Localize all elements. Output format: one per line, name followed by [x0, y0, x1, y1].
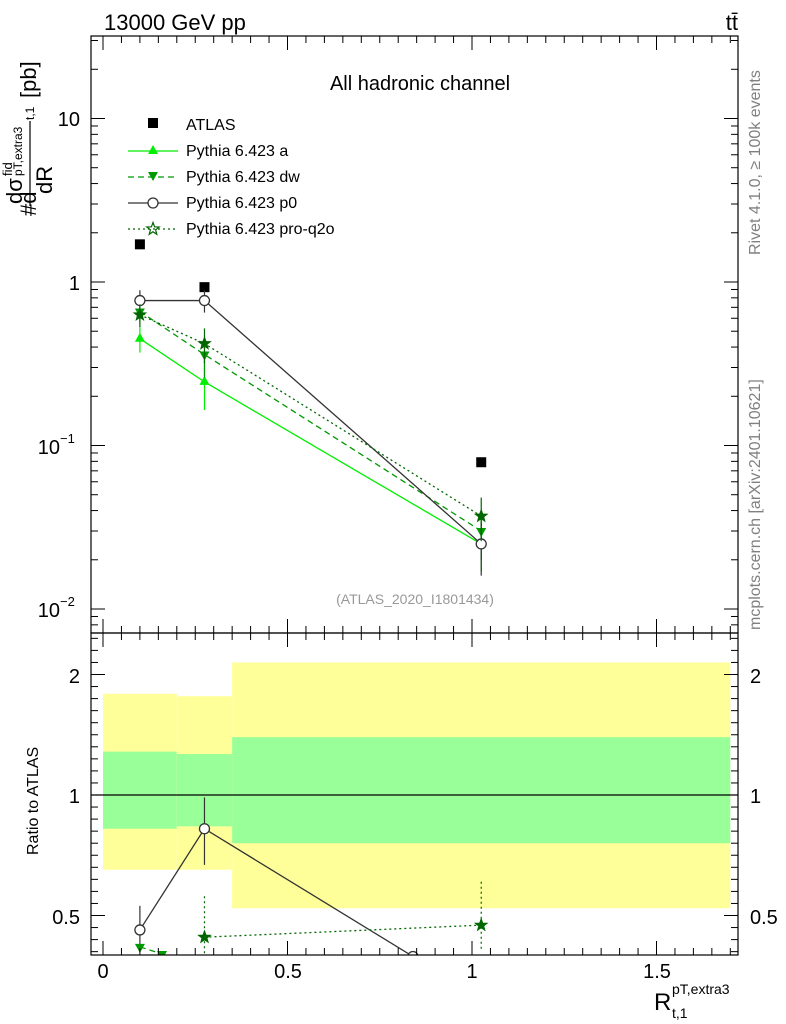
point-pythia-6-423-p0: [134, 294, 146, 307]
svg-text:Pythia 6.423 pro-q2o: Pythia 6.423 pro-q2o: [186, 221, 335, 238]
main-panel: All hadronic channel (ATLAS_2020_I180143…: [0, 35, 739, 634]
analysis-label: (ATLAS_2020_I1801434): [336, 591, 494, 607]
y-tick-label-10: 10: [58, 109, 80, 131]
point-atlas: [199, 282, 210, 293]
ratio-point-pythia-6-423-dw: [157, 951, 168, 955]
ratio-point-pythia-6-423-p0: [407, 950, 419, 955]
svg-text:Pythia 6.423 p0: Pythia 6.423 p0: [186, 195, 297, 212]
svg-text:R: R: [654, 989, 671, 1016]
series-line-pythia-6-423-dw: [139, 310, 482, 532]
point-atlas: [476, 457, 487, 468]
series-pythia-6-423-pro-q2o: [132, 304, 489, 542]
svg-text:t,1: t,1: [672, 1005, 688, 1021]
rivet-version-label: Rivet 4.1.0, ≥ 100k events: [747, 70, 764, 255]
ratio-plot-frame: [90, 632, 739, 956]
point-pythia-6-423-a: [199, 375, 210, 385]
svg-text:−1: −1: [60, 431, 75, 446]
ratio-line-pythia-6-423-dw: [139, 946, 163, 955]
series-atlas: [134, 239, 487, 468]
header-energy-label: 13000 GeV pp: [104, 10, 246, 35]
svg-text:Pythia 6.423 a: Pythia 6.423 a: [186, 143, 288, 160]
ratio-point-pythia-6-423-pro-q2o: [197, 929, 212, 944]
ratio-point-pythia-6-423-p0: [134, 924, 146, 936]
x-tick-label-0.5: 0.5: [274, 961, 302, 983]
legend: ATLAS Pythia 6.423 a Pythia 6.423 dw Pyt…: [128, 117, 335, 238]
ratio-series-pythia-6-423-p0: [134, 797, 419, 955]
point-pythia-6-423-pro-q2o: [197, 335, 212, 350]
ratio-series-layer: [134, 797, 489, 955]
point-pythia-6-423-p0: [198, 294, 211, 307]
svg-text:pT,extra3: pT,extra3: [672, 981, 730, 997]
y-tick-label-0.01: 10 −2: [38, 594, 75, 622]
legend-entry-pythia-p0: Pythia 6.423 p0: [128, 195, 297, 212]
point-pythia-6-423-a: [134, 332, 145, 342]
svg-text:t,1: t,1: [23, 106, 37, 120]
header-process-label: tt̄: [726, 10, 738, 35]
svg-text:fid: fid: [0, 162, 15, 176]
x-tick-label-1: 1: [466, 961, 477, 983]
ratio-y-tick-label-right-1: 1: [750, 786, 761, 808]
x-axis-label: R pT,extra3 t,1: [654, 981, 730, 1021]
ratio-y-tick-label-2: 2: [69, 666, 80, 688]
svg-text:[pb]: [pb]: [16, 61, 41, 98]
series-line-pythia-6-423-a: [139, 338, 482, 545]
svg-text:pT,extra3: pT,extra3: [11, 126, 25, 176]
ratio-y-axis-label: Ratio to ATLAS: [25, 747, 42, 855]
legend-entry-pythia-a: Pythia 6.423 a: [128, 143, 288, 160]
svg-text:dσ: dσ: [2, 178, 27, 204]
svg-text:ATLAS: ATLAS: [186, 117, 236, 134]
ratio-point-pythia-6-423-p0: [198, 823, 211, 835]
ratio-uncertainty-bands: [103, 662, 731, 909]
ratio-y-tick-label-1: 1: [69, 786, 80, 808]
main-axis-ticks: [91, 36, 738, 633]
legend-entry-pythia-dw: Pythia 6.423 dw: [128, 169, 300, 186]
svg-text:−2: −2: [60, 594, 75, 609]
ratio-y-tick-label-0.5: 0.5: [52, 907, 80, 929]
ratio-band-inner: [103, 751, 177, 829]
y-tick-label-1: 1: [69, 273, 80, 295]
svg-text:dR: dR: [32, 166, 57, 194]
ratio-y-tick-label-right-2: 2: [750, 666, 761, 688]
main-title: All hadronic channel: [330, 73, 510, 95]
x-tick-label-1.5: 1.5: [643, 961, 671, 983]
y-tick-label-0.1: 10 −1: [38, 431, 75, 459]
ratio-y-tick-label-right-0.5: 0.5: [750, 907, 778, 929]
ratio-series-pythia-6-423-pro-q2o: [197, 881, 489, 955]
point-pythia-6-423-pro-q2o: [132, 307, 148, 322]
series-pythia-6-423-dw: [134, 301, 487, 560]
series-pythia-6-423-a: [134, 327, 487, 572]
svg-text:#d: #d: [16, 192, 41, 216]
main-y-axis-label: #d dσ fid pT,extra3 dR t,1 [pb]: [0, 61, 57, 216]
mcplots-label: mcplots.cern.ch [arXiv:2401.10621]: [747, 379, 764, 630]
legend-entry-atlas: ATLAS: [148, 117, 236, 134]
point-atlas: [134, 239, 145, 250]
main-series-layer: [132, 239, 489, 576]
series-pythia-6-423-p0: [134, 290, 487, 576]
svg-text:10: 10: [38, 600, 60, 622]
ratio-axis-ticks: [91, 633, 738, 955]
ratio-point-pythia-6-423-pro-q2o: [473, 917, 489, 932]
ratio-line-pythia-6-423-pro-q2o: [204, 924, 482, 938]
svg-text:10: 10: [38, 437, 60, 459]
svg-text:Pythia 6.423 dw: Pythia 6.423 dw: [186, 169, 300, 186]
x-tick-label-0: 0: [97, 961, 108, 983]
point-pythia-6-423-pro-q2o: [473, 508, 489, 523]
legend-entry-pythia-pro-q2o: Pythia 6.423 pro-q2o: [128, 220, 335, 238]
ratio-panel: Ratio to ATLAS 2 1 0.5 2 1 0.5 0 0.5 1 1…: [25, 632, 778, 1021]
ratio-band-inner: [232, 737, 731, 844]
